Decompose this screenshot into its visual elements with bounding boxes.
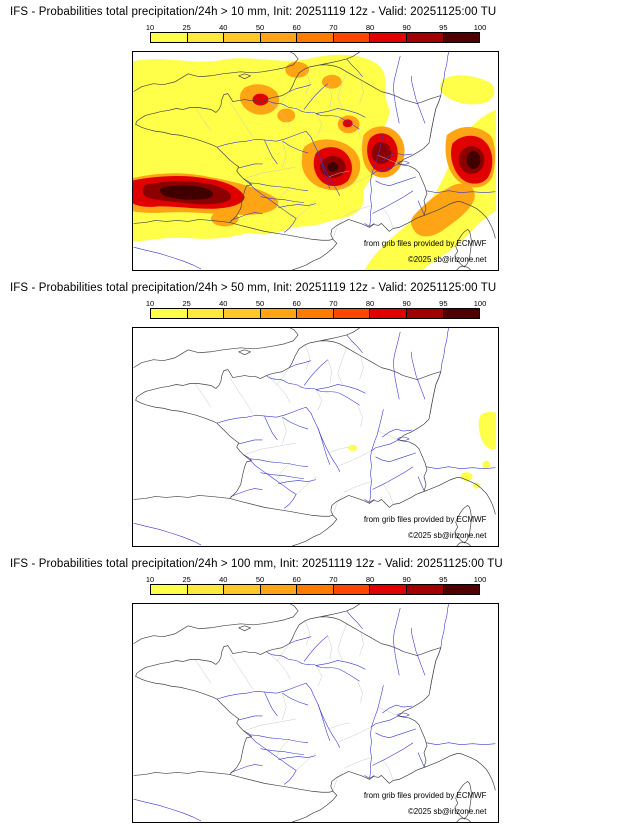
panel-precip-100mm: IFS - Probabilities total precipitation/…	[0, 552, 630, 828]
colorbar-gradient	[150, 308, 480, 319]
colorbar-segment	[224, 33, 261, 42]
colorbar-tick-labels: 10 25 40 50 60 70 80 90 95 100	[146, 22, 486, 32]
colorbar-segment	[224, 309, 261, 318]
tick-label: 100	[473, 23, 487, 32]
tick-label: 25	[182, 575, 191, 584]
colorbar-segment	[260, 585, 298, 594]
attribution-copyright: ©2025 sb@irizone.net	[407, 531, 486, 540]
tick-label: 60	[292, 23, 301, 32]
colorbar-segment	[297, 309, 334, 318]
map-france-precip-10mm: from grib files provided by ECMWF ©2025 …	[131, 51, 499, 271]
tick-label: 50	[255, 23, 265, 32]
tick-label: 10	[145, 575, 155, 584]
colorbar-segment	[260, 33, 298, 42]
tick-label: 95	[439, 23, 448, 32]
attribution-ecmwf: from grib files provided by ECMWF	[363, 239, 486, 248]
tick-label: 95	[439, 575, 448, 584]
colorbar-segment	[187, 309, 225, 318]
tick-label: 40	[219, 23, 228, 32]
attribution-ecmwf: from grib files provided by ECMWF	[363, 791, 486, 800]
tick-label: 50	[255, 575, 265, 584]
tick-label: 80	[365, 299, 375, 308]
colorbar-segment	[333, 33, 371, 42]
map-france-precip-100mm: from grib files provided by ECMWF ©2025 …	[131, 603, 499, 823]
tick-label: 90	[402, 575, 411, 584]
panel-precip-10mm: IFS - Probabilities total precipitation/…	[0, 0, 630, 276]
colorbar-segment	[443, 585, 480, 594]
precip-overlay-50mm	[347, 411, 496, 489]
tick-label: 70	[329, 575, 338, 584]
page-title: IFS - Probabilities total precipitation/…	[10, 558, 503, 570]
colorbar-segment	[443, 33, 480, 42]
map-france-precip-50mm: from grib files provided by ECMWF ©2025 …	[131, 327, 499, 547]
tick-label: 25	[182, 23, 191, 32]
colorbar-segment	[224, 585, 261, 594]
colorbar-gradient	[150, 584, 480, 595]
tick-label: 25	[182, 299, 191, 308]
colorbar-segment	[151, 309, 188, 318]
colorbar-segment	[333, 309, 371, 318]
probability-colorbar: 10 25 40 50 60 70 80 90 95 100	[146, 22, 486, 43]
tick-label: 80	[365, 575, 375, 584]
tick-label: 50	[255, 299, 265, 308]
colorbar-segment	[151, 585, 188, 594]
panel-precip-50mm: IFS - Probabilities total precipitation/…	[0, 276, 630, 552]
colorbar-segment	[370, 585, 407, 594]
tick-label: 60	[292, 575, 301, 584]
tick-label: 90	[402, 23, 411, 32]
tick-label: 40	[219, 575, 228, 584]
colorbar-segment	[297, 585, 334, 594]
attribution-ecmwf: from grib files provided by ECMWF	[363, 515, 486, 524]
page-title: IFS - Probabilities total precipitation/…	[10, 282, 497, 294]
precip-overlay-10mm	[132, 54, 496, 270]
colorbar-gradient	[150, 32, 480, 43]
tick-label: 60	[292, 299, 301, 308]
tick-label: 100	[473, 575, 487, 584]
tick-label: 95	[439, 299, 448, 308]
colorbar-tick-labels: 10 25 40 50 60 70 80 90 95 100	[146, 298, 486, 308]
page-title: IFS - Probabilities total precipitation/…	[10, 6, 497, 18]
colorbar-segment	[406, 585, 444, 594]
colorbar-segment	[370, 309, 407, 318]
colorbar-segment	[187, 585, 225, 594]
tick-label: 80	[365, 23, 375, 32]
colorbar-segment	[406, 33, 444, 42]
tick-label: 70	[329, 299, 338, 308]
colorbar-segment	[151, 33, 188, 42]
attribution-copyright: ©2025 sb@irizone.net	[407, 255, 486, 264]
tick-label: 70	[329, 23, 338, 32]
tick-label: 90	[402, 299, 411, 308]
colorbar-segment	[260, 309, 298, 318]
probability-colorbar: 10 25 40 50 60 70 80 90 95 100	[146, 574, 486, 595]
colorbar-segment	[187, 33, 225, 42]
colorbar-segment	[333, 585, 371, 594]
colorbar-segment	[406, 309, 444, 318]
tick-label: 100	[473, 299, 487, 308]
tick-label: 10	[145, 299, 155, 308]
colorbar-tick-labels: 10 25 40 50 60 70 80 90 95 100	[146, 574, 486, 584]
probability-colorbar: 10 25 40 50 60 70 80 90 95 100	[146, 298, 486, 319]
attribution-copyright: ©2025 sb@irizone.net	[407, 807, 486, 816]
tick-label: 40	[219, 299, 228, 308]
colorbar-segment	[443, 309, 480, 318]
colorbar-segment	[297, 33, 334, 42]
colorbar-segment	[370, 33, 407, 42]
tick-label: 10	[145, 23, 155, 32]
